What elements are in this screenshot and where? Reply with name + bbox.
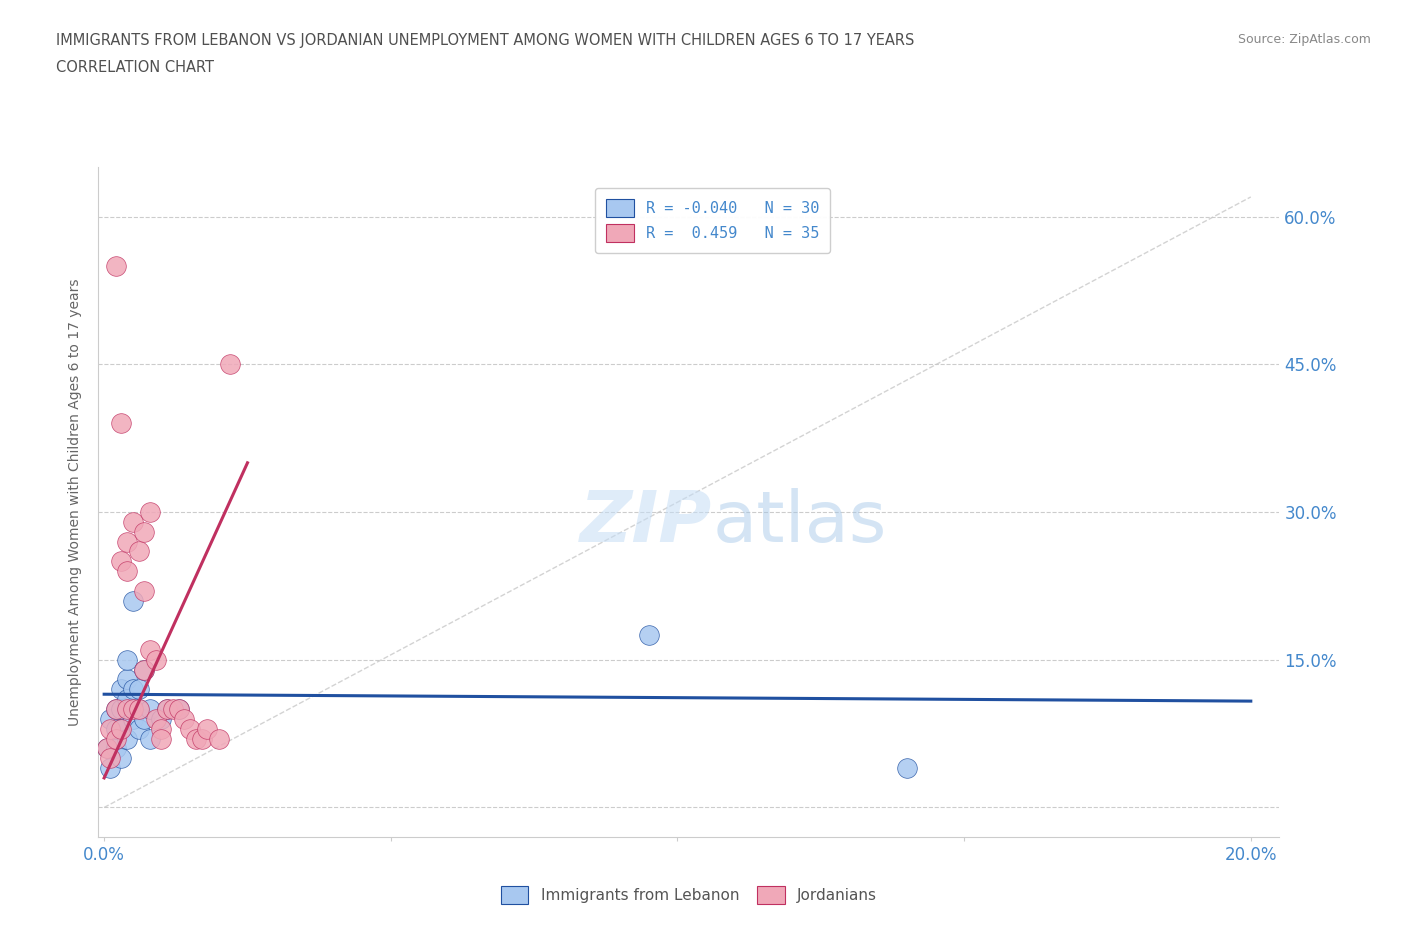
Point (128, 682, 150, 697)
Point (115, 672, 138, 687)
Point (195, 722, 218, 737)
Point (115, 652, 138, 667)
Point (134, 662, 156, 677)
Point (115, 701, 138, 716)
Point (156, 701, 179, 716)
Point (139, 643, 162, 658)
Legend: Immigrants from Lebanon, Jordanians: Immigrants from Lebanon, Jordanians (495, 880, 883, 910)
Point (104, 741, 127, 756)
Point (145, 711, 167, 726)
Point (128, 722, 150, 737)
Point (128, 701, 150, 716)
Point (104, 259, 127, 273)
Point (110, 722, 132, 737)
Point (134, 525, 156, 539)
Point (98, 761, 121, 776)
Point (134, 662, 156, 677)
Y-axis label: Unemployment Among Women with Children Ages 6 to 17 years: Unemployment Among Women with Children A… (69, 278, 83, 726)
Point (115, 564, 138, 578)
Point (96, 741, 118, 756)
Point (104, 722, 127, 737)
Point (115, 692, 138, 707)
Point (139, 505, 162, 520)
Point (128, 701, 150, 716)
Point (128, 544, 150, 559)
Point (104, 731, 127, 746)
Point (150, 731, 173, 746)
Point (110, 722, 132, 737)
Text: Source: ZipAtlas.com: Source: ZipAtlas.com (1237, 33, 1371, 46)
Point (121, 701, 143, 716)
Point (110, 554, 132, 569)
Text: IMMIGRANTS FROM LEBANON VS JORDANIAN UNEMPLOYMENT AMONG WOMEN WITH CHILDREN AGES: IMMIGRANTS FROM LEBANON VS JORDANIAN UNE… (56, 33, 915, 47)
Point (219, 357, 242, 372)
Point (208, 731, 231, 746)
Point (150, 711, 173, 726)
Point (98, 751, 121, 765)
Point (162, 701, 184, 716)
Point (115, 731, 138, 746)
Point (110, 682, 132, 697)
Point (896, 761, 918, 776)
Point (121, 514, 143, 529)
Point (121, 711, 143, 726)
Text: ZIP: ZIP (581, 488, 713, 557)
Point (145, 652, 167, 667)
Text: CORRELATION CHART: CORRELATION CHART (56, 60, 214, 75)
Point (104, 701, 127, 716)
Point (98, 711, 121, 726)
Point (115, 701, 138, 716)
Point (115, 534, 138, 549)
Point (156, 701, 179, 716)
Point (167, 701, 190, 716)
Point (96, 741, 118, 756)
Point (139, 731, 162, 746)
Point (184, 731, 207, 746)
Point (98, 722, 121, 737)
Point (104, 701, 127, 716)
Point (110, 751, 132, 765)
Point (173, 711, 195, 726)
Point (134, 583, 156, 598)
Point (110, 701, 132, 716)
Point (121, 682, 143, 697)
Point (637, 628, 659, 643)
Point (110, 416, 132, 431)
Point (134, 711, 156, 726)
Point (139, 701, 162, 716)
Point (190, 731, 212, 746)
Point (167, 701, 190, 716)
Point (150, 722, 173, 737)
Point (121, 593, 143, 608)
Text: atlas: atlas (713, 488, 887, 557)
Point (179, 722, 201, 737)
